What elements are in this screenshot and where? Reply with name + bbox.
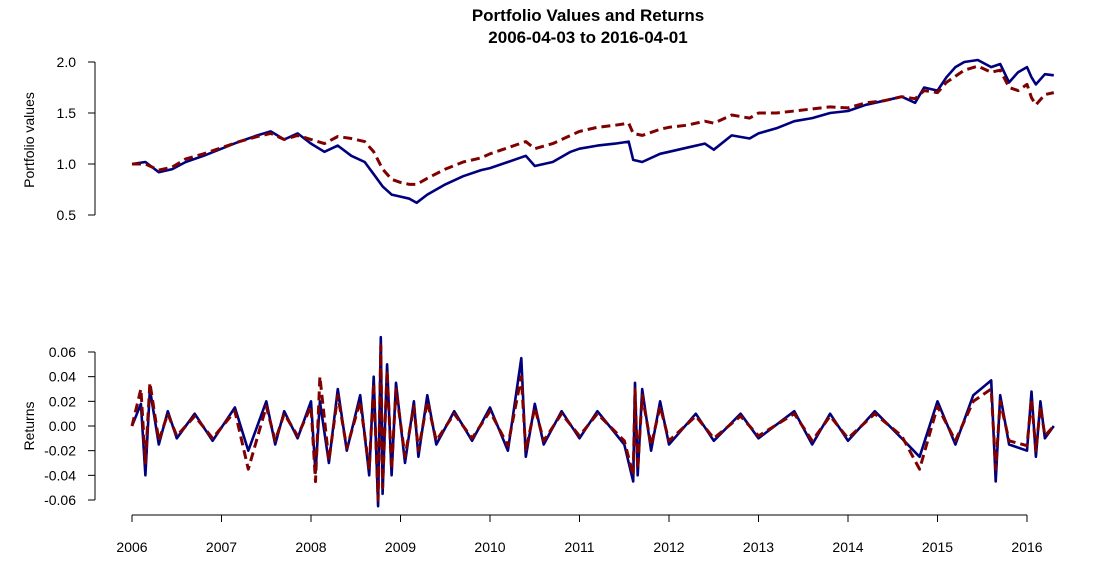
returns-panel: Returns -0.06-0.04-0.020.000.020.040.06 … xyxy=(21,335,1055,555)
x-tick-label: 2016 xyxy=(1011,539,1042,555)
y-tick-label: 1.0 xyxy=(57,156,77,172)
y-tick-label: 0.06 xyxy=(49,344,76,360)
x-tick-label: 2015 xyxy=(922,539,953,555)
x-tick-label: 2008 xyxy=(295,539,326,555)
x-tick-label: 2012 xyxy=(653,539,684,555)
returns-series-group xyxy=(130,335,1055,508)
returns-series-2-line xyxy=(130,344,1055,502)
y-ticks-values: 0.5 1.0 1.5 2.0 xyxy=(57,54,95,223)
x-tick-label: 2013 xyxy=(743,539,774,555)
y-axis-label-returns: Returns xyxy=(21,401,37,450)
chart-title-group: Portfolio Values and Returns 2006-04-03 … xyxy=(472,6,704,47)
y-tick-label: -0.04 xyxy=(44,467,76,483)
y-axis-label-values: Portfolio values xyxy=(21,92,37,188)
y-tick-label: -0.02 xyxy=(44,443,76,459)
x-tick-label: 2014 xyxy=(832,539,863,555)
portfolio-values-panel: Portfolio values 0.5 1.0 1.5 2.0 xyxy=(21,54,1055,223)
y-tick-label: 0.02 xyxy=(49,393,76,409)
x-tick-label: 2007 xyxy=(206,539,237,555)
y-tick-label: 2.0 xyxy=(57,54,77,70)
x-ticks: 2006 2007 2008 2009 2010 2011 2012 2013 2014 2015… xyxy=(116,515,1043,555)
y-tick-label: 0.00 xyxy=(49,418,76,434)
values-series-2-line xyxy=(132,64,1055,186)
chart-subtitle: 2006-04-03 to 2016-04-01 xyxy=(488,28,687,47)
x-tick-label: 2011 xyxy=(564,539,594,555)
x-tick-label: 2006 xyxy=(116,539,147,555)
y-tick-label: 0.04 xyxy=(49,369,76,385)
y-tick-label: 0.5 xyxy=(57,207,77,223)
y-tick-label: 1.5 xyxy=(57,105,77,121)
x-tick-label: 2009 xyxy=(385,539,416,555)
values-series-group xyxy=(131,58,1055,205)
y-ticks-returns: -0.06 -0.04 -0.02 0.00 0.02 0.04 0.06 xyxy=(44,344,95,508)
values-series-1-line xyxy=(131,58,1054,205)
x-tick-label: 2010 xyxy=(474,539,505,555)
chart-title: Portfolio Values and Returns xyxy=(472,6,704,25)
y-tick-label: -0.06 xyxy=(44,492,76,508)
